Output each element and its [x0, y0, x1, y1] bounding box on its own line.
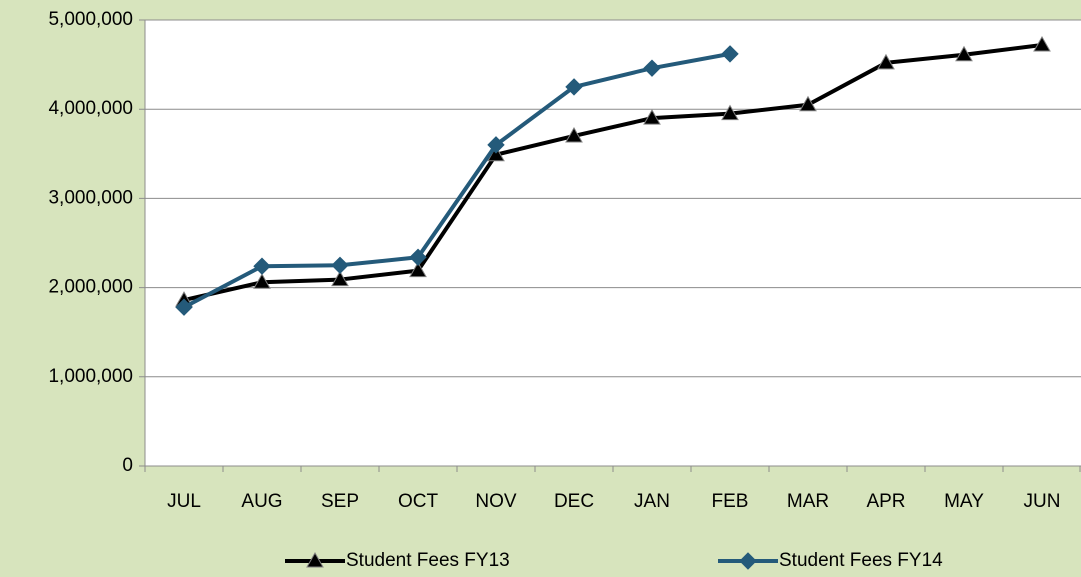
legend-label: Student Fees FY13 — [346, 550, 510, 571]
legend-marker — [306, 551, 324, 568]
data-point — [409, 261, 427, 278]
x-tick-label: JAN — [634, 491, 670, 512]
data-point — [721, 104, 739, 121]
data-point — [799, 95, 817, 112]
x-tick-label: JUN — [1024, 491, 1061, 512]
x-tick-label: FEB — [712, 491, 749, 512]
data-point — [721, 45, 739, 63]
data-point — [331, 270, 349, 287]
plot-area — [145, 20, 1081, 466]
data-point — [409, 248, 427, 266]
series-line — [183, 51, 731, 309]
series-line — [183, 42, 1043, 303]
data-point — [565, 126, 583, 143]
x-tick-label: SEP — [321, 491, 359, 512]
x-tick-label: MAY — [944, 491, 984, 512]
data-point — [565, 78, 583, 96]
y-tick-label: 4,000,000 — [48, 98, 133, 119]
data-point — [331, 256, 349, 275]
x-tick-label: APR — [866, 491, 905, 512]
data-point — [643, 59, 661, 77]
data-point — [877, 53, 895, 70]
x-tick-label: JUL — [167, 491, 201, 512]
y-tick-label: 1,000,000 — [48, 366, 133, 387]
x-tick-label: OCT — [398, 491, 439, 512]
data-point — [175, 298, 193, 316]
x-tick-label: NOV — [475, 491, 517, 512]
y-tick-label: 2,000,000 — [48, 277, 133, 298]
y-tick-label: 5,000,000 — [48, 9, 133, 30]
data-point — [487, 136, 505, 154]
data-point — [643, 109, 661, 125]
legend-marker — [739, 552, 757, 570]
x-tick-label: AUG — [241, 491, 282, 512]
data-point — [253, 273, 271, 289]
y-tick-label: 0 — [122, 455, 133, 476]
x-tick-label: MAR — [787, 491, 829, 512]
data-point — [1033, 35, 1051, 52]
data-point — [253, 257, 271, 275]
data-point — [955, 45, 973, 62]
y-tick-label: 3,000,000 — [48, 187, 133, 208]
x-tick-label: DEC — [554, 491, 594, 512]
legend-label: Student Fees FY14 — [779, 550, 943, 571]
